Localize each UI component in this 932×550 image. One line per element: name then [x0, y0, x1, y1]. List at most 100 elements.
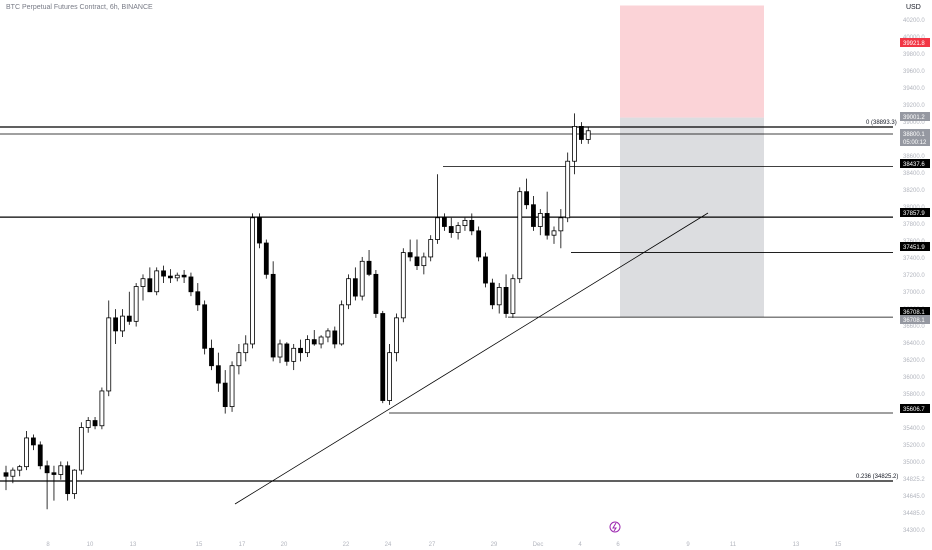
- candle-down: [51, 472, 57, 475]
- time-tick-label: 24: [385, 542, 392, 548]
- candles: [3, 113, 591, 510]
- candle: [496, 283, 502, 314]
- candle-down: [284, 343, 290, 362]
- candle-down: [352, 278, 358, 297]
- candle: [3, 465, 9, 491]
- horizontal-levels[interactable]: 0 (38893.3) 0.236 (34825.2): [0, 120, 898, 482]
- level-37857-badge: 37857.9: [900, 208, 930, 217]
- countdown-text: 05:00:12: [903, 140, 927, 146]
- fib-0.236-label: 0.236 (34825.2): [856, 474, 898, 480]
- price-tick-label: 36400.0: [903, 341, 925, 347]
- candle-up: [359, 260, 365, 297]
- candle: [250, 213, 256, 349]
- entry-price: 39001.2: [900, 112, 930, 121]
- price-tick-label: 36600.0: [903, 324, 925, 330]
- candle-down: [195, 291, 201, 306]
- level-36708-badge: 36708.1: [900, 307, 930, 316]
- price-tick-label: 39200.0: [903, 103, 925, 109]
- level-35606-badge-text: 35606.7: [903, 407, 925, 413]
- time-tick-label: 15: [835, 542, 842, 548]
- candle-up: [229, 365, 235, 408]
- price-tick-label: 35000.0: [903, 460, 925, 466]
- price-tick-label: 35800.0: [903, 392, 925, 398]
- candle: [332, 326, 338, 349]
- price-tick-label: 39000.0: [903, 120, 925, 126]
- candle-up: [250, 217, 256, 345]
- time-tick-label: 20: [281, 542, 288, 548]
- candle: [174, 272, 180, 282]
- candle: [243, 335, 249, 362]
- candle: [366, 249, 372, 277]
- level-38437-badge-text: 38437.6: [903, 162, 925, 168]
- candle-up: [394, 317, 399, 354]
- trendline[interactable]: [234, 212, 709, 505]
- price-tick-label: 34300.0: [903, 528, 925, 534]
- candle-down: [503, 287, 509, 314]
- last-price: 38800.1: [900, 129, 930, 138]
- price-tick-label: 39400.0: [903, 86, 925, 92]
- candle: [503, 274, 509, 318]
- candle: [99, 387, 105, 430]
- time-tick-label: 22: [343, 542, 350, 548]
- candle: [346, 274, 351, 310]
- candle: [428, 235, 434, 262]
- candle-down: [469, 219, 475, 232]
- candle-down: [311, 339, 317, 345]
- candle-down: [181, 274, 187, 278]
- candle: [414, 239, 420, 270]
- fib-0-label: 0 (38893.3): [866, 120, 897, 126]
- candle: [161, 265, 166, 284]
- time-tick-label: 15: [196, 542, 203, 548]
- time-axis[interactable]: 8 10 13 15 17 20 22 24 27 29 Dec 4 6 9 11 13 15: [46, 542, 842, 548]
- candle-down: [65, 465, 71, 495]
- price-tick-label: 39600.0: [903, 69, 925, 75]
- position-tool[interactable]: [620, 5, 764, 318]
- candle-up: [565, 160, 571, 219]
- time-tick-label: 27: [429, 542, 436, 548]
- candle-up: [154, 270, 160, 293]
- candle: [113, 309, 118, 344]
- candle-down: [30, 437, 36, 446]
- candle-down: [92, 420, 98, 427]
- candle: [565, 152, 571, 223]
- level-37857-badge-text: 37857.9: [903, 211, 925, 217]
- level-36708-gray-badge-bg: [900, 315, 930, 324]
- candle: [483, 252, 488, 288]
- candle: [263, 239, 269, 279]
- lightning-icon[interactable]: [609, 521, 621, 533]
- candle-up: [558, 217, 564, 232]
- candle: [236, 343, 242, 375]
- candle-up: [243, 343, 249, 354]
- level-36708-gray-badge: 36708.1: [900, 315, 930, 324]
- candle-up: [551, 230, 557, 236]
- candle-up: [99, 390, 105, 427]
- candle: [517, 187, 523, 284]
- candle-up: [585, 130, 591, 140]
- candle-up: [537, 213, 543, 227]
- stop-loss-zone[interactable]: [620, 5, 764, 118]
- candle: [298, 339, 303, 362]
- candle: [120, 309, 125, 338]
- candle: [10, 467, 16, 484]
- candle: [257, 213, 262, 249]
- ascending-trendline[interactable]: [234, 212, 709, 505]
- candle: [202, 300, 208, 355]
- candle-up: [236, 352, 242, 367]
- candle: [544, 191, 550, 240]
- candle: [510, 274, 516, 318]
- candle-down: [202, 304, 208, 349]
- candle-down: [489, 282, 495, 306]
- candle-down: [298, 347, 303, 354]
- candle-up: [318, 336, 324, 345]
- price-tick-label: 34645.0: [903, 494, 925, 500]
- price-axis[interactable]: 40200.040000.039800.039600.039400.039200…: [903, 18, 925, 534]
- candle-up: [277, 343, 283, 358]
- candle: [476, 226, 482, 262]
- candle-up: [346, 278, 351, 306]
- candle-up: [140, 278, 146, 287]
- candle-up: [133, 286, 139, 322]
- currency-label[interactable]: USD: [906, 4, 921, 11]
- entry-price-bg: [900, 112, 930, 121]
